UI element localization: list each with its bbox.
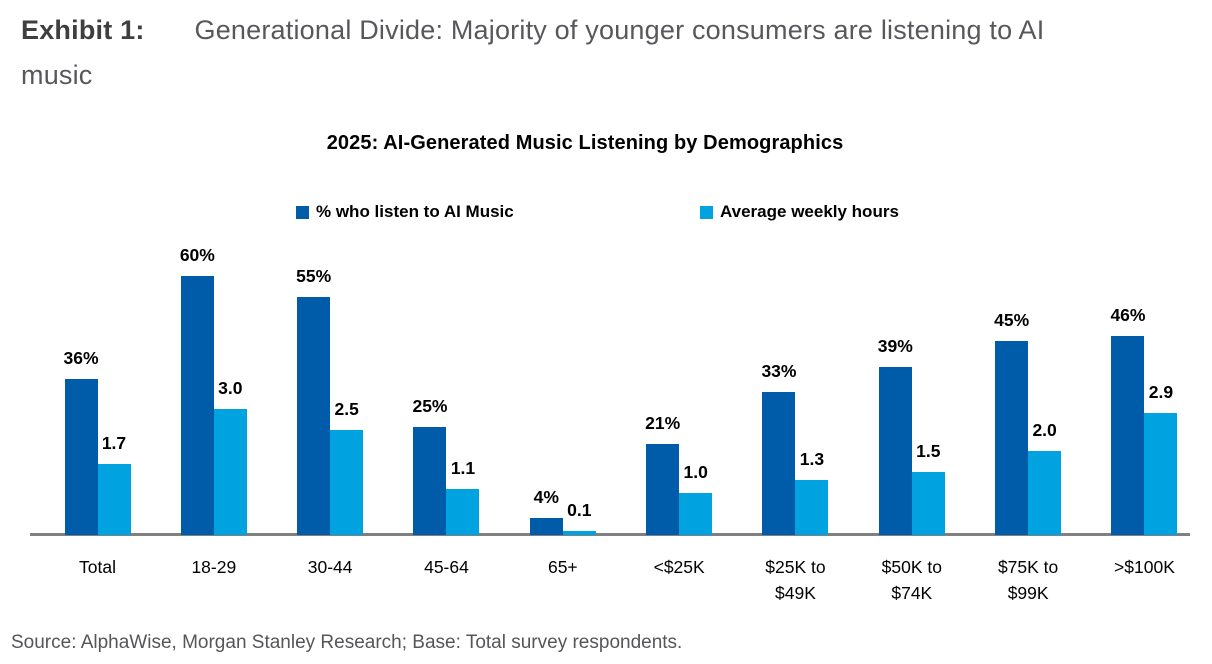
bar-listen-pct — [762, 392, 796, 535]
bar-weekly-hours — [330, 430, 364, 535]
bar-value-label: 33% — [761, 361, 797, 382]
exhibit-header: Exhibit 1: Generational Divide: Majority … — [21, 8, 1196, 98]
x-axis-label: $50K to $74K — [881, 557, 942, 603]
bar-weekly-hours — [1144, 413, 1178, 535]
bar-value-label: 3.0 — [218, 378, 243, 398]
legend-item-listen-pct: % who listen to AI Music — [296, 202, 514, 222]
x-axis-label: Total — [79, 557, 116, 577]
x-axis-label: 65+ — [547, 557, 578, 577]
bar-value-label: 2.0 — [1032, 420, 1057, 440]
legend-swatch-weekly-hours — [700, 205, 713, 219]
x-axis-label: 45-64 — [424, 557, 469, 577]
legend-swatch-listen-pct — [296, 205, 309, 219]
x-axis-label: <$25K — [653, 557, 705, 577]
bar-value-label: 60% — [179, 244, 215, 265]
x-axis-label: $25K to $49K — [765, 557, 826, 603]
bar-listen-pct — [297, 297, 331, 535]
bar-value-label: 36% — [63, 348, 99, 369]
bar-weekly-hours — [213, 409, 247, 535]
bar-listen-pct — [646, 444, 680, 535]
bar-value-label: 25% — [412, 396, 448, 416]
bar-listen-pct — [180, 275, 214, 535]
bar-value-label: 45% — [994, 309, 1030, 330]
chart-title: 2025: AI-Generated Music Listening by De… — [326, 132, 844, 154]
x-axis-label: >$100K — [1114, 557, 1175, 577]
bar-value-label: 2.5 — [334, 399, 359, 419]
bar-value-label: 4% — [533, 486, 559, 507]
bar-value-label: 55% — [296, 266, 332, 287]
x-axis-label: 18-29 — [191, 557, 237, 577]
bar-value-label: 21% — [645, 413, 681, 434]
bar-listen-pct — [995, 340, 1029, 535]
bar-value-label: 1.5 — [916, 441, 941, 461]
bar-value-label: 0.1 — [567, 499, 592, 520]
bar-weekly-hours — [679, 493, 713, 535]
bar-value-label: 39% — [877, 335, 913, 356]
x-axis-label: $75K to $99K — [997, 557, 1059, 603]
bar-weekly-hours — [562, 530, 596, 535]
bar-listen-pct — [878, 366, 912, 535]
exhibit-title-line2: music — [21, 60, 93, 90]
bar-weekly-hours — [1028, 451, 1062, 535]
bar-value-label: 1.1 — [450, 457, 476, 478]
bar-weekly-hours — [446, 488, 480, 535]
exhibit-label: Exhibit 1: — [21, 15, 145, 45]
exhibit-title-line1: Generational Divide: Majority of younger… — [194, 15, 1045, 45]
x-axis-label: 30-44 — [307, 557, 353, 577]
bar-value-label: 2.9 — [1148, 382, 1174, 403]
bar-weekly-hours — [97, 463, 131, 535]
legend-label-listen-pct: % who listen to AI Music — [316, 202, 514, 221]
bar-weekly-hours — [795, 480, 829, 535]
legend-label-weekly-hours: Average weekly hours — [720, 202, 899, 221]
bar-listen-pct — [413, 427, 447, 535]
bar-listen-pct — [64, 379, 98, 535]
bar-listen-pct — [529, 517, 563, 535]
bar-value-label: 46% — [1110, 305, 1146, 326]
bar-listen-pct — [1111, 336, 1145, 535]
legend-item-weekly-hours: Average weekly hours — [700, 202, 899, 222]
x-axis-line — [30, 533, 1190, 536]
bar-value-label: 1.0 — [683, 462, 708, 482]
bar-value-label: 1.7 — [101, 432, 127, 453]
source-note: Source: AlphaWise, Morgan Stanley Resear… — [11, 632, 683, 653]
bar-weekly-hours — [911, 472, 945, 535]
bar-value-label: 1.3 — [799, 449, 825, 470]
